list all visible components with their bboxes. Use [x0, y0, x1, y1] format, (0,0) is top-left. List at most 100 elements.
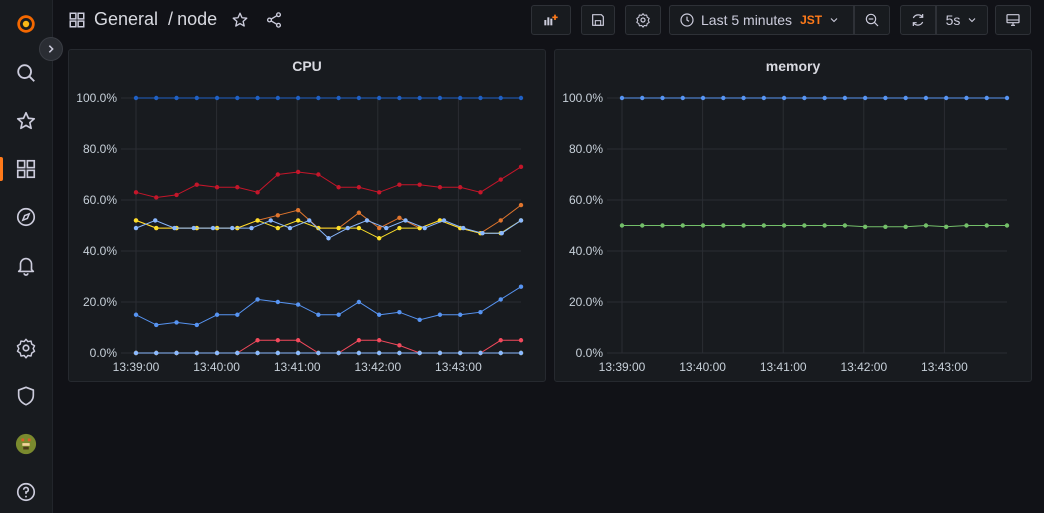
avatar: [15, 433, 37, 455]
refresh-interval-picker[interactable]: 5s: [936, 5, 988, 35]
data-point: [518, 284, 524, 289]
data-point: [295, 208, 301, 213]
data-point: [133, 95, 139, 101]
y-tick-label: 60.0%: [83, 193, 117, 207]
memory-graph[interactable]: 0.0% 20.0% 40.0% 60.0% 80.0% 100.0% 13:39:00 13…: [555, 50, 1033, 383]
data-point: [275, 338, 281, 343]
data-point: [174, 350, 179, 356]
profile-button[interactable]: [10, 428, 42, 460]
data-point: [336, 185, 341, 190]
data-point: [154, 322, 159, 328]
dashboards-button[interactable]: [10, 153, 42, 185]
save-dashboard-button[interactable]: [581, 5, 615, 35]
series: [133, 218, 524, 241]
data-point: [356, 210, 362, 215]
grafana-logo[interactable]: [10, 8, 42, 40]
series: [619, 95, 1010, 101]
data-point: [316, 312, 321, 317]
data-point: [498, 218, 503, 223]
data-point: [275, 299, 281, 305]
data-point: [862, 224, 868, 229]
data-point: [721, 95, 726, 101]
chevron-down-icon: [969, 18, 976, 23]
panel-cpu[interactable]: CPU 0.0% 20.0% 40.0% 60.0% 80.0% 100.0% 13:39:…: [68, 49, 546, 382]
series: [133, 284, 524, 328]
cpu-graph[interactable]: 0.0% 20.0% 40.0% 60.0% 80.0% 100.0% 13:39:00 13…: [69, 50, 547, 383]
series: [133, 202, 524, 236]
compass-icon: [16, 207, 36, 227]
time-picker[interactable]: Last 5 minutes JST: [669, 5, 854, 35]
sidebar-expand-button[interactable]: [39, 37, 63, 61]
data-point: [923, 95, 929, 101]
data-point: [842, 95, 848, 101]
refresh-button[interactable]: [900, 5, 936, 35]
y-tick-label: 40.0%: [569, 244, 603, 258]
y-tick-label: 80.0%: [83, 142, 117, 156]
zoom-out-button[interactable]: [854, 5, 890, 35]
chevron-right-icon: [48, 45, 54, 53]
data-point: [417, 182, 422, 187]
data-point: [364, 218, 370, 223]
data-point: [458, 350, 463, 356]
data-point: [133, 218, 139, 223]
data-point: [498, 350, 503, 356]
panel-memory[interactable]: memory 0.0% 20.0% 40.0% 60.0% 80.0% 100.0% 13:…: [554, 49, 1032, 382]
share-icon[interactable]: [265, 11, 283, 29]
data-point: [356, 95, 362, 101]
data-point: [356, 350, 362, 356]
data-point: [214, 312, 220, 317]
data-point: [498, 95, 503, 101]
dashboard-settings-button[interactable]: [625, 5, 661, 35]
data-point: [397, 95, 402, 101]
data-point: [174, 192, 179, 198]
data-point: [478, 95, 483, 101]
data-point: [376, 225, 382, 231]
data-point: [154, 350, 159, 356]
star-icon[interactable]: [231, 11, 249, 29]
data-point: [761, 223, 767, 228]
search-button[interactable]: [10, 57, 42, 89]
server-admin-button[interactable]: [10, 380, 42, 412]
x-tick-label: 13:40:00: [193, 360, 240, 374]
help-button[interactable]: [10, 476, 42, 508]
data-point: [417, 317, 422, 323]
panel-title[interactable]: memory: [765, 58, 821, 74]
x-tick-label: 13:41:00: [274, 360, 321, 374]
data-point: [268, 218, 273, 223]
data-point: [295, 95, 301, 101]
bell-icon: [17, 257, 35, 276]
series: [133, 350, 524, 356]
data-point: [721, 223, 726, 228]
data-point: [345, 225, 350, 231]
x-tick-label: 13:40:00: [679, 360, 726, 374]
panel-title[interactable]: CPU: [292, 58, 322, 74]
add-panel-button[interactable]: [531, 5, 571, 35]
sidebar: [0, 0, 53, 513]
data-point: [255, 218, 260, 223]
dashboards-icon: [69, 12, 85, 27]
configuration-button[interactable]: [10, 332, 42, 364]
data-point: [498, 297, 503, 302]
series-line: [135, 166, 522, 199]
series-line: [136, 339, 521, 354]
timezone-badge: JST: [800, 13, 823, 27]
refresh-interval-label: 5s: [945, 12, 961, 28]
data-point: [680, 223, 685, 228]
data-point: [437, 350, 443, 356]
data-point: [275, 213, 281, 218]
explore-button[interactable]: [10, 201, 42, 233]
y-tick-label: 60.0%: [569, 193, 603, 207]
data-point: [249, 225, 254, 231]
alerting-button[interactable]: [10, 249, 42, 281]
data-point: [275, 225, 281, 231]
dashboard-navbar: General / node Last 5 minutes JST 5s: [52, 0, 1044, 42]
data-point: [356, 185, 362, 190]
tv-mode-button[interactable]: [995, 5, 1031, 35]
data-point: [194, 182, 199, 187]
data-point: [478, 350, 483, 356]
breadcrumb-folder[interactable]: General: [94, 9, 159, 29]
data-point: [376, 95, 382, 101]
starred-button[interactable]: [10, 105, 42, 137]
breadcrumb-dashboard[interactable]: node: [177, 9, 218, 29]
data-point: [255, 350, 260, 356]
